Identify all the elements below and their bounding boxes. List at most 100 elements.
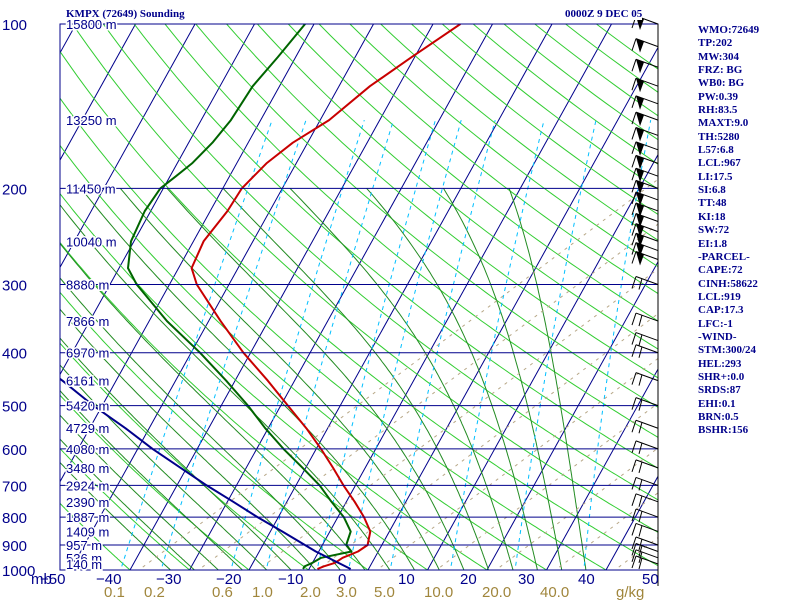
height-label: 3480 m (66, 461, 109, 476)
temperature-tick-label: 0 (338, 571, 346, 588)
dry-adiabat-line (287, 24, 658, 322)
height-label: 2390 m (66, 495, 109, 510)
temperature-tick-label: −30 (156, 571, 181, 588)
mixing-ratio-tick-label: 10.0 (424, 584, 453, 600)
wind-barb (631, 77, 659, 93)
dry-adiabat-line (60, 50, 658, 567)
stability-index-item: SRDS:87 (698, 384, 741, 397)
pressure-tick-label: 700 (2, 478, 27, 495)
moist-adiabat-line (120, 188, 440, 570)
wind-barb (631, 179, 659, 195)
pressure-tick-label: 200 (2, 181, 27, 198)
mixing-ratio-tick-label: 3.0 (336, 584, 357, 600)
isotherm-line (60, 24, 256, 376)
moist-adiabat-line (80, 188, 416, 570)
mixing-ratio-unit: g/kg (616, 584, 644, 600)
dry-adiabat-line (60, 192, 488, 570)
pressure-tick-label: 100 (2, 17, 27, 34)
stability-index-item: CAPE:72 (698, 264, 743, 277)
wind-barb (631, 476, 659, 491)
moist-adiabat-line (166, 188, 465, 570)
stability-index-item: MAXT:9.0 (698, 117, 749, 130)
moist-adiabat-line (60, 277, 341, 570)
temperature-tick-label: −50 (40, 571, 65, 588)
mixing-ratio-tick-label: 0.1 (104, 584, 125, 600)
stability-index-item: SI:6.8 (698, 184, 726, 197)
temperature-tick-label: 40 (578, 571, 595, 588)
wind-barb (631, 167, 659, 183)
wind-barb (631, 522, 659, 537)
isotherm-line (0, 12, 23, 582)
wind-barb (631, 332, 659, 346)
isotherm-line (69, 24, 375, 570)
height-label: 7866 m (66, 314, 109, 329)
stability-index-item: TH:5280 (698, 130, 740, 143)
wind-barb (631, 111, 659, 127)
sounding-title: KMPX (72649) Sounding (66, 8, 185, 20)
mixing-ratio-tick-label: 0.6 (212, 584, 233, 600)
wind-barb (631, 397, 659, 411)
stability-index-item: LCL:967 (698, 157, 741, 170)
wind-barb (631, 232, 659, 248)
mixing-ratio-line (389, 119, 496, 570)
moist-adiabat-line (60, 204, 391, 570)
moist-adiabat-line (60, 389, 244, 570)
height-label: 1887 m (66, 510, 109, 525)
dry-adiabat-line (60, 97, 607, 570)
dry-adiabat-line (60, 291, 369, 570)
stability-index-item: -WIND- (698, 330, 737, 343)
isotherm-line (307, 24, 613, 570)
dry-adiabat-line (60, 447, 191, 570)
stability-index-item: EI:1.8 (698, 237, 728, 250)
moist-adiabat-line (289, 188, 514, 570)
dry-adiabat-line (71, 24, 658, 533)
stability-index-item: MW:304 (698, 50, 739, 63)
height-label: 1409 m (66, 524, 109, 539)
isotherm-line (486, 260, 658, 570)
stability-index-item: RH:83.5 (698, 104, 738, 117)
wind-barb (631, 213, 659, 228)
wind-barb (631, 459, 659, 473)
stability-index-item: SHR+:0.0 (698, 370, 745, 383)
stability-index-item: TT:48 (698, 197, 727, 210)
moist-adiabat-line (508, 188, 587, 570)
dry-adiabat-line (349, 24, 658, 268)
isotherm-line (248, 24, 553, 570)
stability-index-item: EHI:0.1 (698, 397, 736, 410)
stability-index-item: -PARCEL- (698, 250, 750, 263)
wind-barb (631, 202, 659, 217)
dry-adiabat-line (195, 24, 658, 408)
wind-barb (631, 276, 659, 290)
wind-barb (631, 58, 659, 74)
wind-barb (631, 126, 659, 142)
temperature-tick-label: −20 (216, 571, 241, 588)
stability-index-item: WMO:72649 (698, 24, 760, 36)
moist-adiabat-line (443, 188, 563, 570)
wind-barb (631, 251, 659, 266)
dry-adiabat-line (225, 24, 658, 379)
stability-index-item: HEL:293 (698, 357, 742, 370)
stability-index-item: FRZ: BG (698, 64, 743, 77)
stability-index-item: STM:300/24 (698, 344, 757, 357)
temperature-tick-label: 50 (642, 571, 659, 588)
height-label: 10040 m (66, 234, 117, 249)
wind-barb (631, 419, 659, 434)
mixing-ratio-tick-label: 1.0 (252, 584, 273, 600)
wind-barb (631, 536, 659, 551)
wind-barb (631, 38, 659, 53)
dry-adiabat-line (318, 24, 658, 295)
stability-index-item: WB0: BG (698, 77, 745, 90)
stability-index-item: TP:202 (698, 37, 733, 50)
wind-barb (631, 555, 659, 570)
dry-adiabat-line (256, 24, 658, 350)
dry-adiabat-line (60, 502, 131, 570)
isotherm-line (60, 24, 315, 483)
height-label: 4080 m (66, 442, 109, 457)
temperature-profile (190, 24, 461, 570)
height-label: 140 m (66, 557, 102, 572)
pressure-tick-label: 500 (2, 399, 27, 416)
moist-adiabat-line (60, 337, 292, 570)
moist-adiabat-line (60, 414, 220, 570)
moist-adiabat-line (60, 308, 317, 570)
wind-barb (631, 154, 659, 170)
